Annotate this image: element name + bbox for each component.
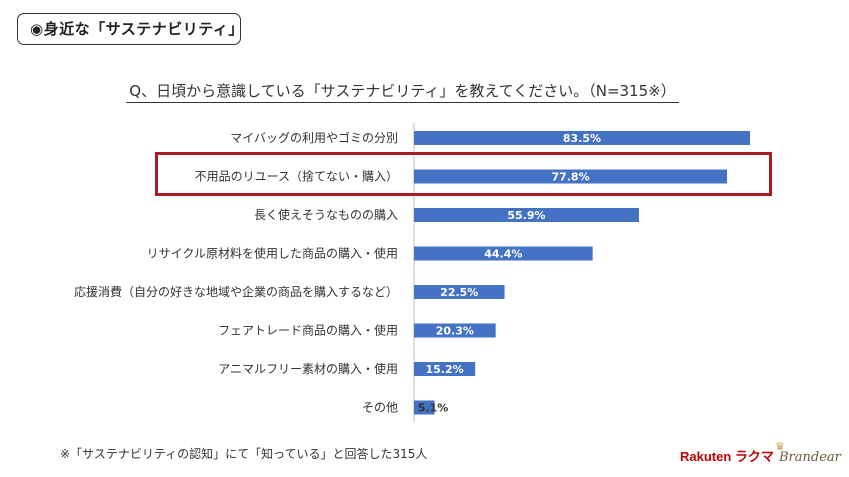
brandear-logo: ♛ Brandear bbox=[775, 440, 843, 468]
category-label: マイバッグの利用やゴミの分別 bbox=[230, 130, 398, 145]
highlight-box bbox=[155, 152, 772, 196]
data-label: 77.8% bbox=[551, 171, 589, 184]
bar bbox=[414, 169, 728, 184]
question-line: Q、日頃から意識している「サステナビリティ」を教えてください。（N=315※） bbox=[0, 80, 805, 103]
bar bbox=[414, 323, 496, 338]
bar bbox=[414, 246, 593, 261]
category-label: 長く使えそうなものの購入 bbox=[254, 207, 398, 222]
category-label: 応援消費（自分の好きな地域や企業の商品を購入するなど） bbox=[74, 284, 398, 299]
data-label: 55.9% bbox=[507, 209, 545, 222]
bar bbox=[414, 208, 639, 222]
data-label: 44.4% bbox=[484, 248, 522, 261]
category-label: 不用品のリユース（捨てない・購入） bbox=[195, 169, 398, 184]
data-label: 5.1% bbox=[418, 402, 449, 415]
category-label: その他 bbox=[362, 401, 398, 415]
bar bbox=[414, 400, 435, 415]
brandear-logo-text: Brandear bbox=[779, 450, 841, 465]
data-label: 20.3% bbox=[436, 325, 474, 338]
data-label: 83.5% bbox=[563, 132, 601, 145]
bar bbox=[414, 285, 505, 299]
data-label: 15.2% bbox=[425, 363, 463, 376]
data-label: 22.5% bbox=[440, 286, 478, 299]
bar bbox=[414, 131, 750, 145]
crown-icon: ♛ bbox=[775, 440, 785, 453]
rakuten-rakuma-logo: Rakuten ラクマ bbox=[680, 449, 774, 464]
question-text: Q、日頃から意識している「サステナビリティ」を教えてください。（N=315※） bbox=[126, 82, 679, 103]
page-title: ◉身近な「サステナビリティ」 bbox=[17, 13, 243, 45]
category-label: フェアトレード商品の購入・使用 bbox=[218, 323, 398, 338]
bar bbox=[414, 362, 476, 376]
footnote: ※「サステナビリティの認知」にて「知っている」と回答した315人 bbox=[60, 447, 428, 461]
category-label: リサイクル原材料を使用した商品の購入・使用 bbox=[147, 246, 398, 261]
category-label: アニマルフリー素材の購入・使用 bbox=[218, 361, 398, 376]
